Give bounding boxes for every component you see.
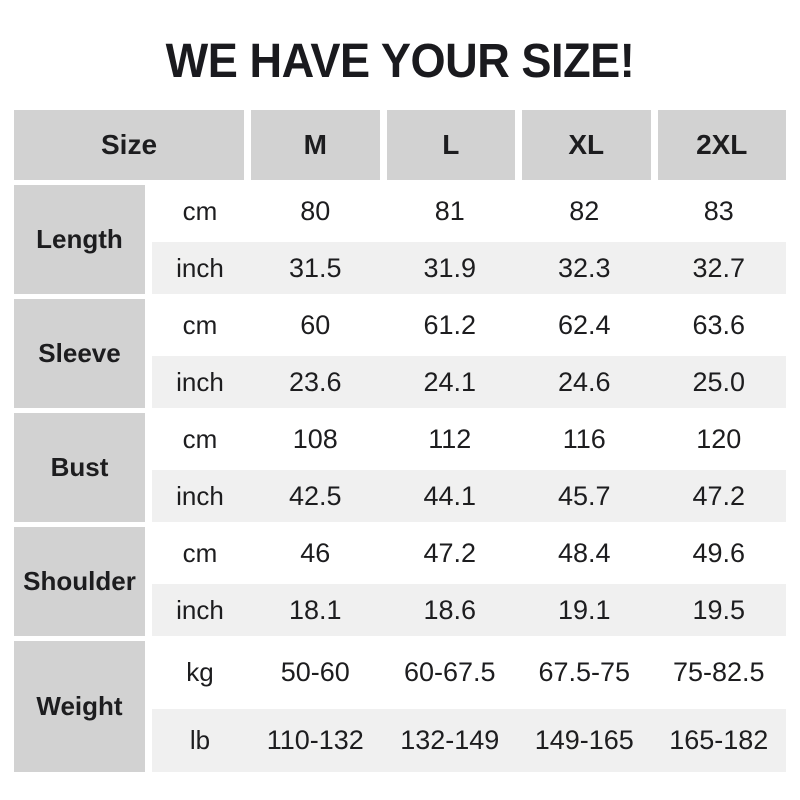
size-value: 24.6 xyxy=(557,366,611,397)
bust-inch-row: inch 42.5 44.1 45.7 47.2 xyxy=(152,470,786,523)
column-header-l: L xyxy=(386,110,515,181)
size-value: 49.6 xyxy=(692,537,746,568)
size-value: 31.9 xyxy=(423,252,477,283)
page-title: WE HAVE YOUR SIZE! xyxy=(165,35,635,88)
row-group-sleeve: Sleeve cm 60 61.2 62.4 63.6 inch 23.6 24… xyxy=(14,299,786,409)
length-cm-row: cm 80 81 82 83 xyxy=(152,185,786,237)
size-value: 149-165 xyxy=(534,725,634,756)
column-header-m: M xyxy=(251,110,380,181)
unit-label: inch xyxy=(176,366,224,397)
size-value: 112 xyxy=(428,423,472,454)
size-chart-table: Size M L XL 2XL Length cm 80 81 82 83 in… xyxy=(14,110,786,773)
unit-label: cm xyxy=(182,423,218,454)
row-label-bust: Bust xyxy=(14,413,145,523)
size-value: 132-149 xyxy=(400,725,500,756)
unit-label: lb xyxy=(189,725,211,756)
size-value: 67.5-75 xyxy=(538,657,631,688)
row-label-shoulder: Shoulder xyxy=(14,527,145,637)
size-value: 23.6 xyxy=(288,366,342,397)
size-value: 19.5 xyxy=(692,594,746,625)
size-value: 62.4 xyxy=(557,309,611,340)
unit-label: kg xyxy=(186,657,214,688)
size-value: 32.7 xyxy=(692,252,746,283)
row-group-shoulder: Shoulder cm 46 47.2 48.4 49.6 inch 18.1 … xyxy=(14,527,786,637)
size-value: 18.6 xyxy=(423,594,477,625)
sleeve-cm-row: cm 60 61.2 62.4 63.6 xyxy=(152,299,786,351)
size-value: 46 xyxy=(300,537,331,568)
row-label-weight: Weight xyxy=(14,641,145,773)
unit-label: inch xyxy=(176,480,224,511)
size-value: 108 xyxy=(292,423,338,454)
size-value: 25.0 xyxy=(692,366,746,397)
unit-label: cm xyxy=(182,537,218,568)
size-value: 47.2 xyxy=(423,537,477,568)
size-value: 116 xyxy=(562,423,606,454)
size-value: 32.3 xyxy=(557,252,611,283)
size-value: 63.6 xyxy=(692,309,746,340)
length-inch-row: inch 31.5 31.9 32.3 32.7 xyxy=(152,242,786,295)
row-label-length: Length xyxy=(14,185,145,295)
bust-cm-row: cm 108 112 116 120 xyxy=(152,413,786,465)
size-value: 60 xyxy=(300,309,331,340)
size-value: 48.4 xyxy=(557,537,611,568)
unit-label: inch xyxy=(176,252,224,283)
size-value: 45.7 xyxy=(557,480,611,511)
unit-label: inch xyxy=(176,594,224,625)
row-group-length: Length cm 80 81 82 83 inch 31.5 31.9 32.… xyxy=(14,185,786,295)
row-group-bust: Bust cm 108 112 116 120 inch 42.5 44.1 4… xyxy=(14,413,786,523)
size-value: 80 xyxy=(300,195,331,226)
size-value: 110-132 xyxy=(266,725,364,756)
size-value: 61.2 xyxy=(423,309,477,340)
size-value: 18.1 xyxy=(288,594,342,625)
shoulder-cm-row: cm 46 47.2 48.4 49.6 xyxy=(152,527,786,579)
size-value: 165-182 xyxy=(669,725,769,756)
unit-label: cm xyxy=(182,195,218,226)
size-value: 50-60 xyxy=(280,657,350,688)
size-value: 31.5 xyxy=(288,252,342,283)
size-value: 60-67.5 xyxy=(403,657,496,688)
row-group-weight: Weight kg 50-60 60-67.5 67.5-75 75-82.5 … xyxy=(14,641,786,773)
size-value: 42.5 xyxy=(288,480,342,511)
unit-label: cm xyxy=(182,309,218,340)
table-header-row: Size M L XL 2XL xyxy=(14,110,786,181)
size-value: 83 xyxy=(703,195,734,226)
weight-lb-row: lb 110-132 132-149 149-165 165-182 xyxy=(152,709,786,773)
shoulder-inch-row: inch 18.1 18.6 19.1 19.5 xyxy=(152,584,786,637)
size-value: 44.1 xyxy=(423,480,477,511)
sleeve-inch-row: inch 23.6 24.1 24.6 25.0 xyxy=(152,356,786,409)
weight-kg-row: kg 50-60 60-67.5 67.5-75 75-82.5 xyxy=(152,641,786,704)
size-value: 120 xyxy=(696,423,742,454)
row-label-sleeve: Sleeve xyxy=(14,299,145,409)
size-value: 82 xyxy=(569,195,600,226)
size-value: 75-82.5 xyxy=(672,657,765,688)
size-value: 24.1 xyxy=(423,366,477,397)
column-header-xl: XL xyxy=(522,110,651,181)
size-value: 47.2 xyxy=(692,480,746,511)
size-value: 81 xyxy=(434,195,465,226)
column-header-2xl: 2XL xyxy=(657,110,786,181)
column-header-size: Size xyxy=(14,110,244,181)
size-value: 19.1 xyxy=(557,594,611,625)
